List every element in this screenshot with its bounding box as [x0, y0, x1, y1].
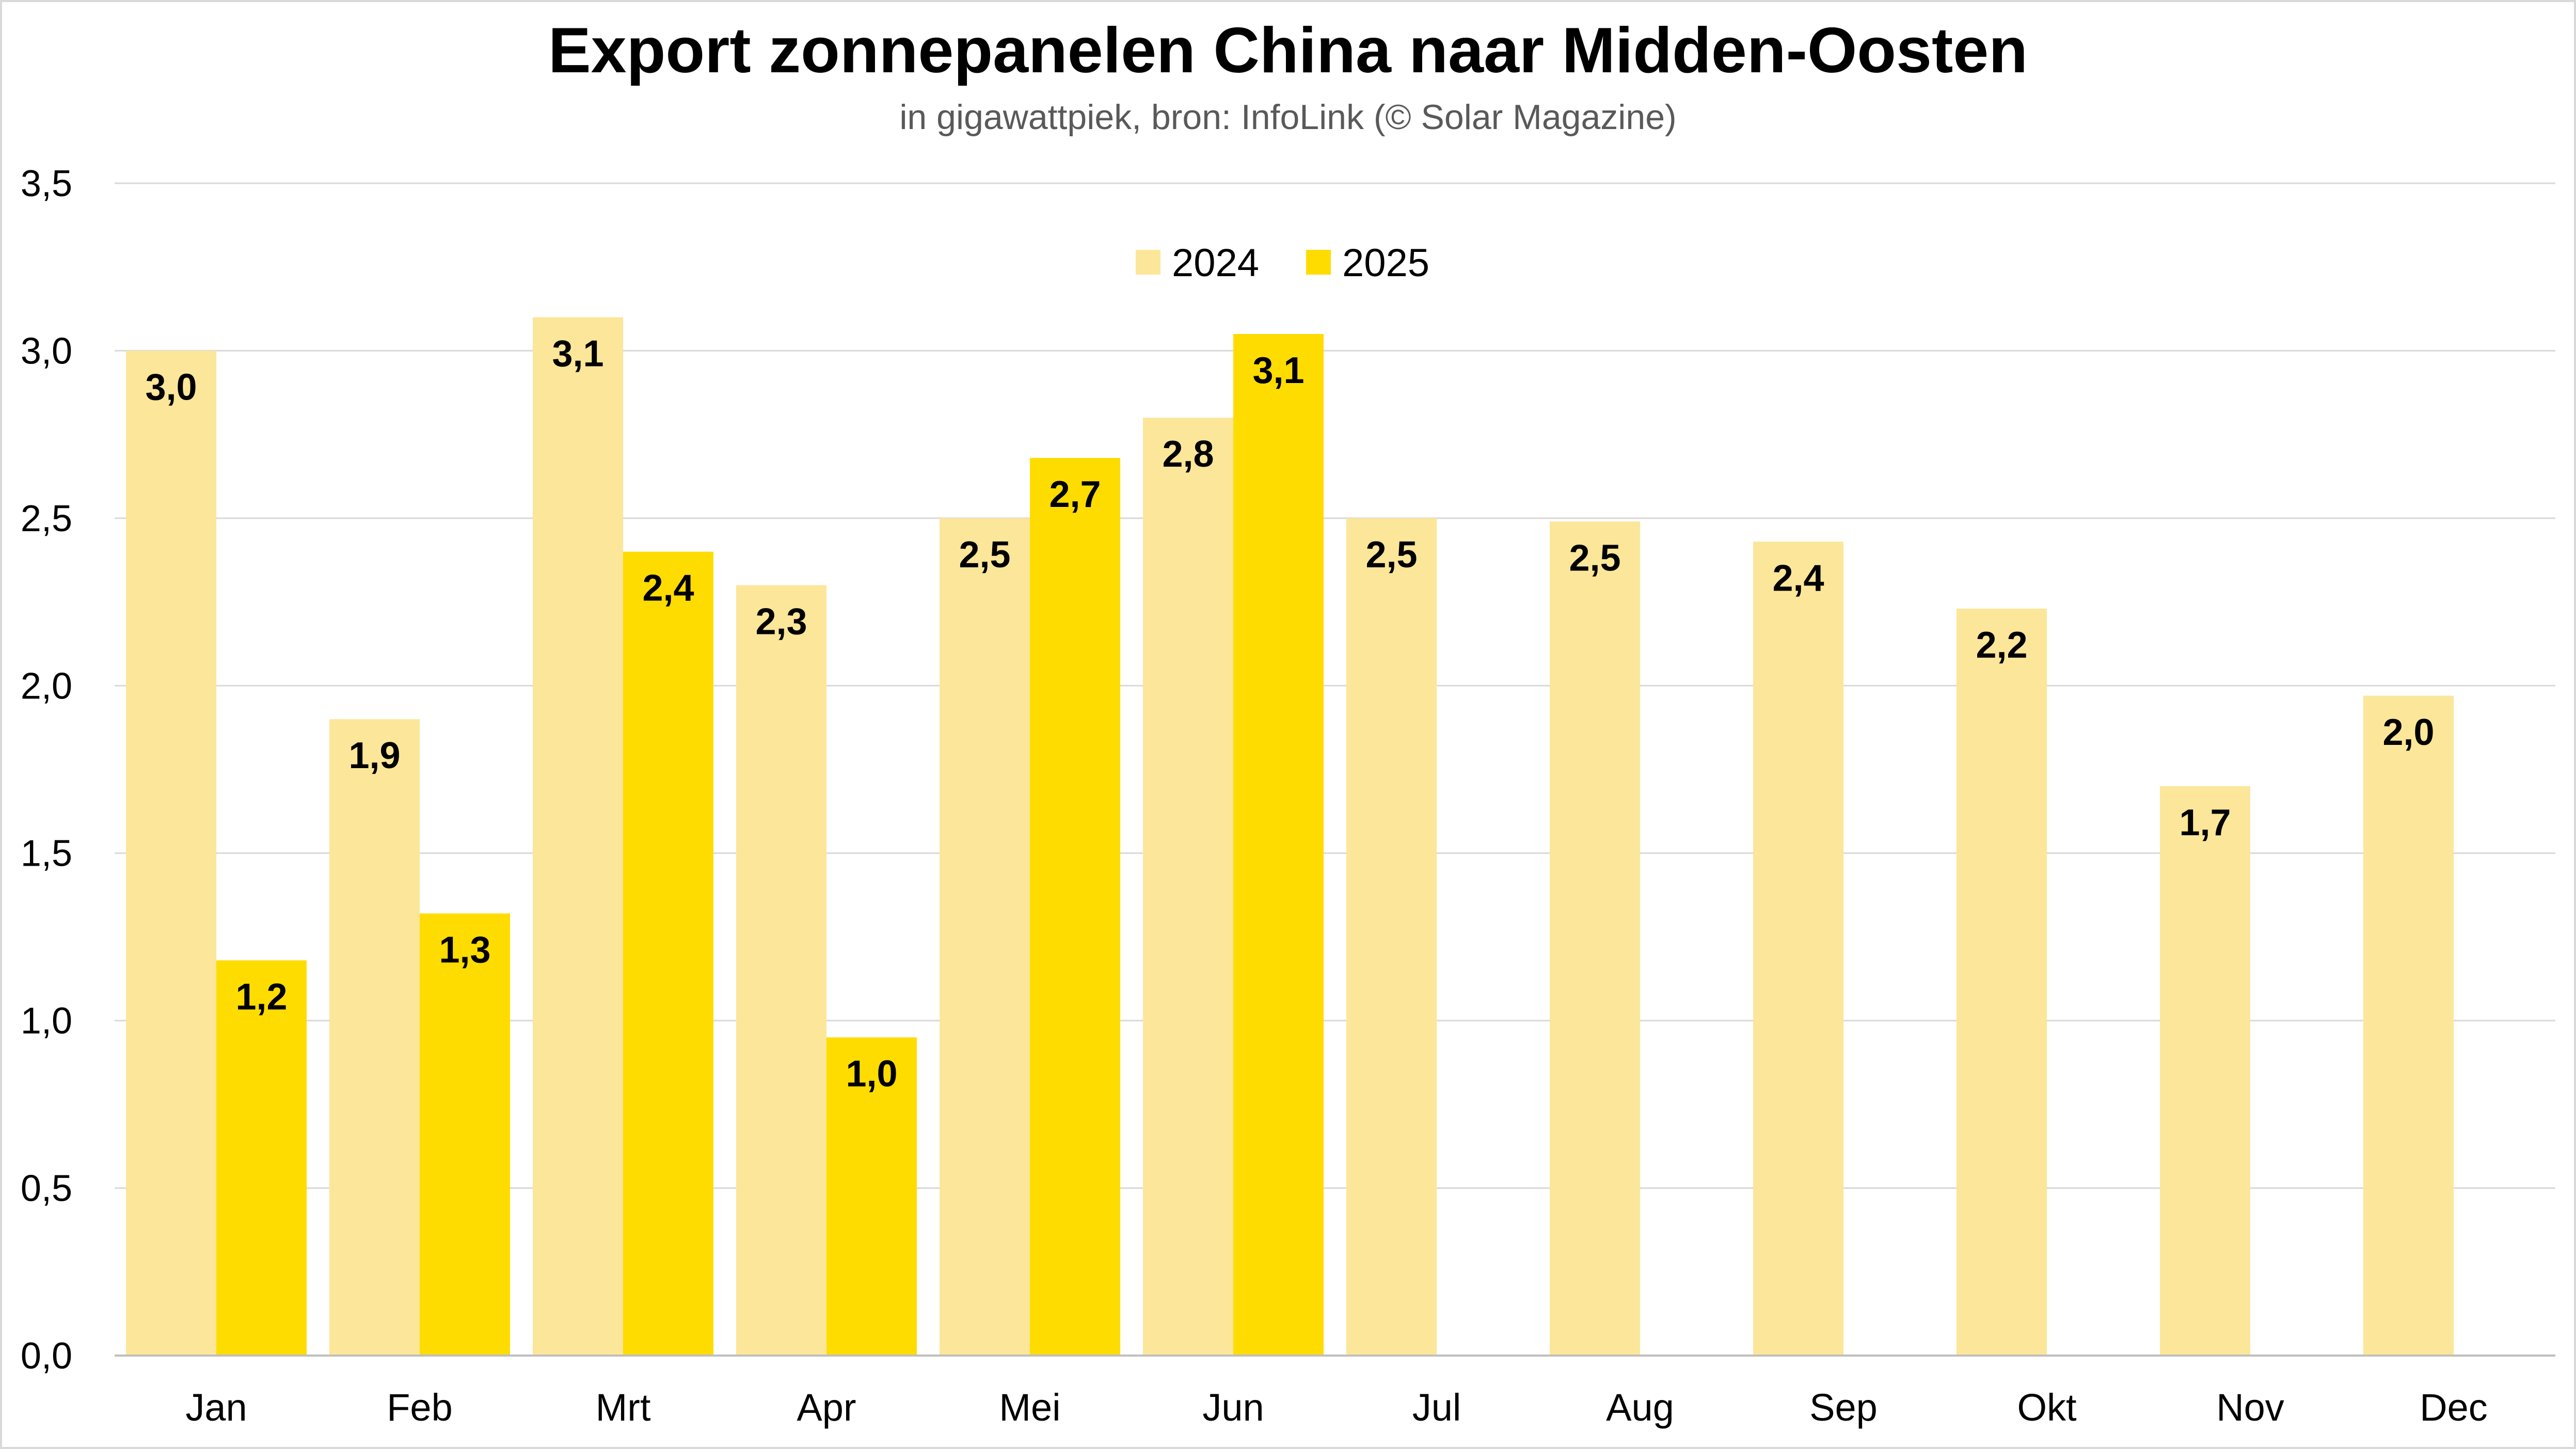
bar-2025-mei [1030, 458, 1120, 1356]
bar-2025-apr [826, 1037, 917, 1356]
legend: 2024 2025 [1136, 241, 1429, 285]
data-label: 1,7 [2179, 802, 2231, 843]
data-label: 2,7 [1049, 474, 1101, 515]
legend-swatch-2025 [1306, 250, 1331, 275]
x-tick-label: Okt [2017, 1386, 2077, 1429]
x-tick-label: Jan [185, 1386, 247, 1429]
data-label: 2,5 [1365, 534, 1417, 576]
data-label: 1,9 [348, 735, 400, 776]
bar-2024-jun [1143, 418, 1233, 1356]
bar-2024-nov [2160, 786, 2250, 1356]
data-label: 2,5 [1569, 537, 1620, 579]
x-tick-label: Mrt [596, 1386, 651, 1429]
chart-subtitle: in gigawattpiek, bron: InfoLink (© Solar… [899, 98, 1676, 137]
bar-2024-jan [126, 351, 216, 1356]
y-tick-label: 0,0 [21, 1335, 72, 1377]
x-tick-label: Mei [999, 1386, 1060, 1429]
data-label: 2,2 [1976, 625, 2027, 666]
data-label: 2,4 [642, 568, 694, 609]
data-label: 3,1 [1252, 350, 1304, 391]
gridlines [115, 182, 2555, 1189]
data-label: 2,5 [959, 534, 1010, 576]
y-tick-label: 0,5 [21, 1168, 72, 1209]
bar-2024-dec [2363, 695, 2454, 1356]
x-tick-label: Sep [1809, 1386, 1878, 1429]
x-tick-label: Aug [1606, 1386, 1674, 1429]
bar-2024-aug [1550, 521, 1640, 1356]
y-tick-label: 1,5 [21, 833, 72, 874]
x-tick-label: Dec [2420, 1386, 2488, 1429]
bar-2025-jan [216, 960, 307, 1356]
x-tick-label: Feb [387, 1386, 453, 1429]
y-tick-label: 1,0 [21, 1000, 72, 1042]
data-label: 2,0 [2382, 712, 2434, 753]
bar-2024-feb [329, 719, 420, 1356]
bar-2025-mrt [623, 551, 713, 1356]
bars [126, 317, 2454, 1356]
bar-2024-apr [736, 585, 826, 1356]
legend-swatch-2024 [1136, 250, 1160, 275]
bar-2024-mrt [533, 317, 623, 1356]
data-label: 2,8 [1162, 434, 1214, 475]
chart-title: Export zonnepanelen China naar Midden-Oo… [548, 15, 2028, 86]
bar-2024-okt [1957, 609, 2047, 1356]
legend-label: 2025 [1342, 241, 1429, 285]
data-label: 1,2 [235, 976, 287, 1017]
y-tick-label: 3,0 [21, 330, 72, 372]
x-tick-label: Nov [2216, 1386, 2284, 1429]
data-label: 1,3 [439, 930, 490, 971]
data-label: 2,3 [755, 601, 807, 643]
axes: 0,0 0,5 1,0 1,5 2,0 2,5 3,0 3,5 Jan Feb Mrt Apr Mei J… [21, 163, 2555, 1429]
bar-2025-feb [420, 913, 510, 1356]
x-tick-label: Jun [1202, 1386, 1264, 1429]
y-tick-label: 3,5 [21, 163, 72, 204]
x-tick-label: Apr [797, 1386, 856, 1429]
y-tick-label: 2,0 [21, 665, 72, 707]
data-label: 1,0 [846, 1054, 897, 1095]
bar-2025-jun [1233, 333, 1324, 1356]
bar-2024-mei [940, 518, 1030, 1356]
x-tick-label: Jul [1412, 1386, 1461, 1429]
value-labels: 3,0 1,2 1,9 1,3 3,1 2,4 2,3 1,0 2,5 2,7 2,8 3,1 2,5 2… [145, 333, 2434, 1095]
data-label: 2,4 [1772, 558, 1824, 599]
data-label: 3,0 [145, 367, 197, 408]
data-label: 3,1 [552, 333, 603, 375]
bar-2024-sep [1753, 542, 1843, 1356]
y-tick-label: 2,5 [21, 498, 72, 539]
bar-2024-jul [1346, 518, 1437, 1356]
legend-label: 2024 [1172, 241, 1259, 285]
